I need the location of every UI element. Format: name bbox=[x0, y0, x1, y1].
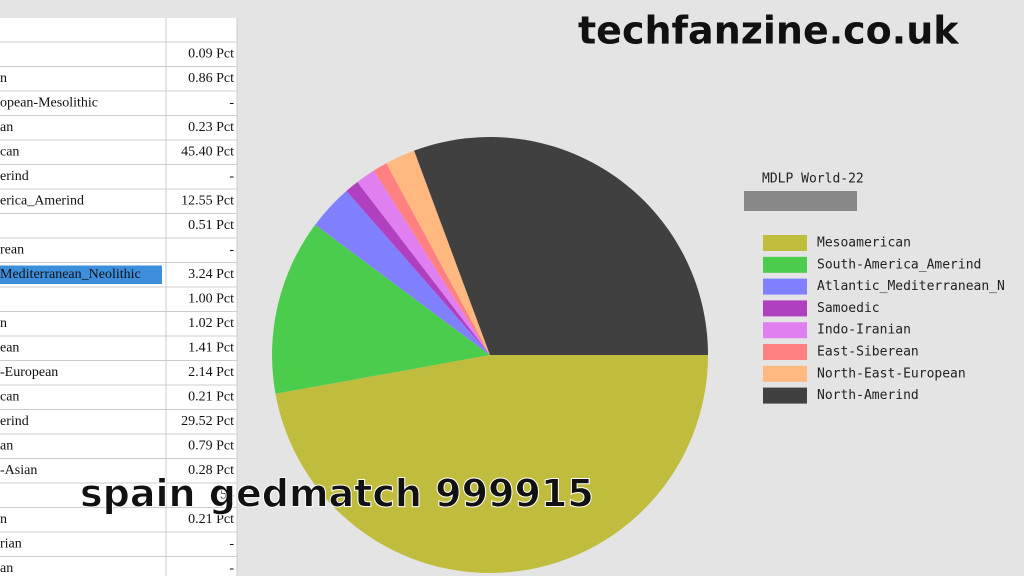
row-value: - bbox=[229, 536, 234, 551]
legend-label: Mesoamerican bbox=[817, 236, 911, 251]
legend-swatch bbox=[763, 278, 807, 295]
pie-slice bbox=[414, 137, 708, 355]
pie-slice bbox=[275, 355, 708, 573]
row-label: ean bbox=[0, 340, 19, 355]
row-label: an bbox=[0, 120, 13, 135]
row-label: n bbox=[0, 316, 7, 331]
title-bar bbox=[744, 191, 857, 211]
legend-label: North-East-European bbox=[817, 366, 966, 381]
pie-slice bbox=[346, 181, 490, 355]
row-label: n bbox=[0, 512, 7, 527]
row-value: 0.86 Pct bbox=[188, 71, 234, 86]
row-label: can bbox=[0, 144, 19, 159]
pie-slice bbox=[271, 224, 490, 394]
row-label: -Asian bbox=[0, 463, 37, 478]
row-value: 12.55 Pct bbox=[181, 193, 234, 208]
legend-label: South-America_Amerind bbox=[817, 257, 981, 272]
row-label: erind bbox=[0, 414, 29, 429]
row-value: 0.09 Pct bbox=[188, 46, 234, 61]
pie-slice bbox=[386, 150, 490, 355]
row-value: 45.40 Pct bbox=[181, 144, 234, 159]
row-label: Mediterranean_Neolithic bbox=[0, 267, 141, 282]
row-value: 0.51 Pct bbox=[188, 218, 234, 233]
row-value: - bbox=[229, 95, 234, 110]
legend-swatch bbox=[763, 387, 807, 404]
row-value: 0.28 Pct bbox=[188, 463, 234, 478]
row-value: 0.79 Pct bbox=[188, 438, 234, 453]
row-value: 1.00 Pct bbox=[188, 291, 234, 306]
row-label: opean-Mesolithic bbox=[0, 95, 98, 110]
row-value: 0.21 Pct bbox=[188, 512, 234, 527]
row-label: can bbox=[0, 389, 19, 404]
row-value: 0.23 Pct bbox=[188, 120, 234, 135]
row-value: - bbox=[229, 242, 234, 257]
legend-swatch bbox=[763, 256, 807, 273]
legend-swatch bbox=[763, 344, 807, 360]
legend-swatch bbox=[763, 365, 807, 382]
row-value: 55 bbox=[220, 487, 234, 502]
row-value: - bbox=[229, 561, 234, 576]
pie-slice bbox=[373, 163, 490, 355]
pie-slice bbox=[357, 170, 490, 355]
row-label: rian bbox=[0, 536, 22, 551]
row-label: an bbox=[0, 561, 13, 576]
legend-label: Samoedic bbox=[817, 301, 880, 316]
pie-slice bbox=[315, 190, 490, 355]
row-label: an bbox=[0, 438, 13, 453]
chart-title: MDLP World-22 bbox=[762, 172, 864, 187]
site-name: techfanzine.co.uk bbox=[578, 9, 959, 53]
row-label: rean bbox=[0, 242, 24, 257]
row-value: 2.14 Pct bbox=[188, 365, 234, 380]
row-value: 0.21 Pct bbox=[188, 389, 234, 404]
legend-label: East-Siberean bbox=[817, 345, 919, 360]
row-value: 1.02 Pct bbox=[188, 316, 234, 331]
row-value: 1.41 Pct bbox=[188, 340, 234, 355]
row-value: 3.24 Pct bbox=[188, 267, 234, 282]
row-value: 29.52 Pct bbox=[181, 414, 234, 429]
selection bbox=[0, 265, 162, 284]
row-label: n bbox=[0, 71, 7, 86]
legend-swatch bbox=[763, 235, 807, 251]
legend-label: Atlantic_Mediterranean_N bbox=[817, 279, 1005, 294]
legend-label: Indo-Iranian bbox=[817, 323, 911, 338]
row-label: erind bbox=[0, 169, 29, 184]
row-value: - bbox=[229, 169, 234, 184]
legend-swatch bbox=[763, 322, 807, 339]
legend-label: North-Amerind bbox=[817, 388, 919, 403]
legend-swatch bbox=[763, 300, 807, 317]
caption: spain gedmatch 999915 bbox=[80, 472, 594, 516]
row-label: erica_Amerind bbox=[0, 193, 84, 208]
row-label: -European bbox=[0, 365, 58, 380]
